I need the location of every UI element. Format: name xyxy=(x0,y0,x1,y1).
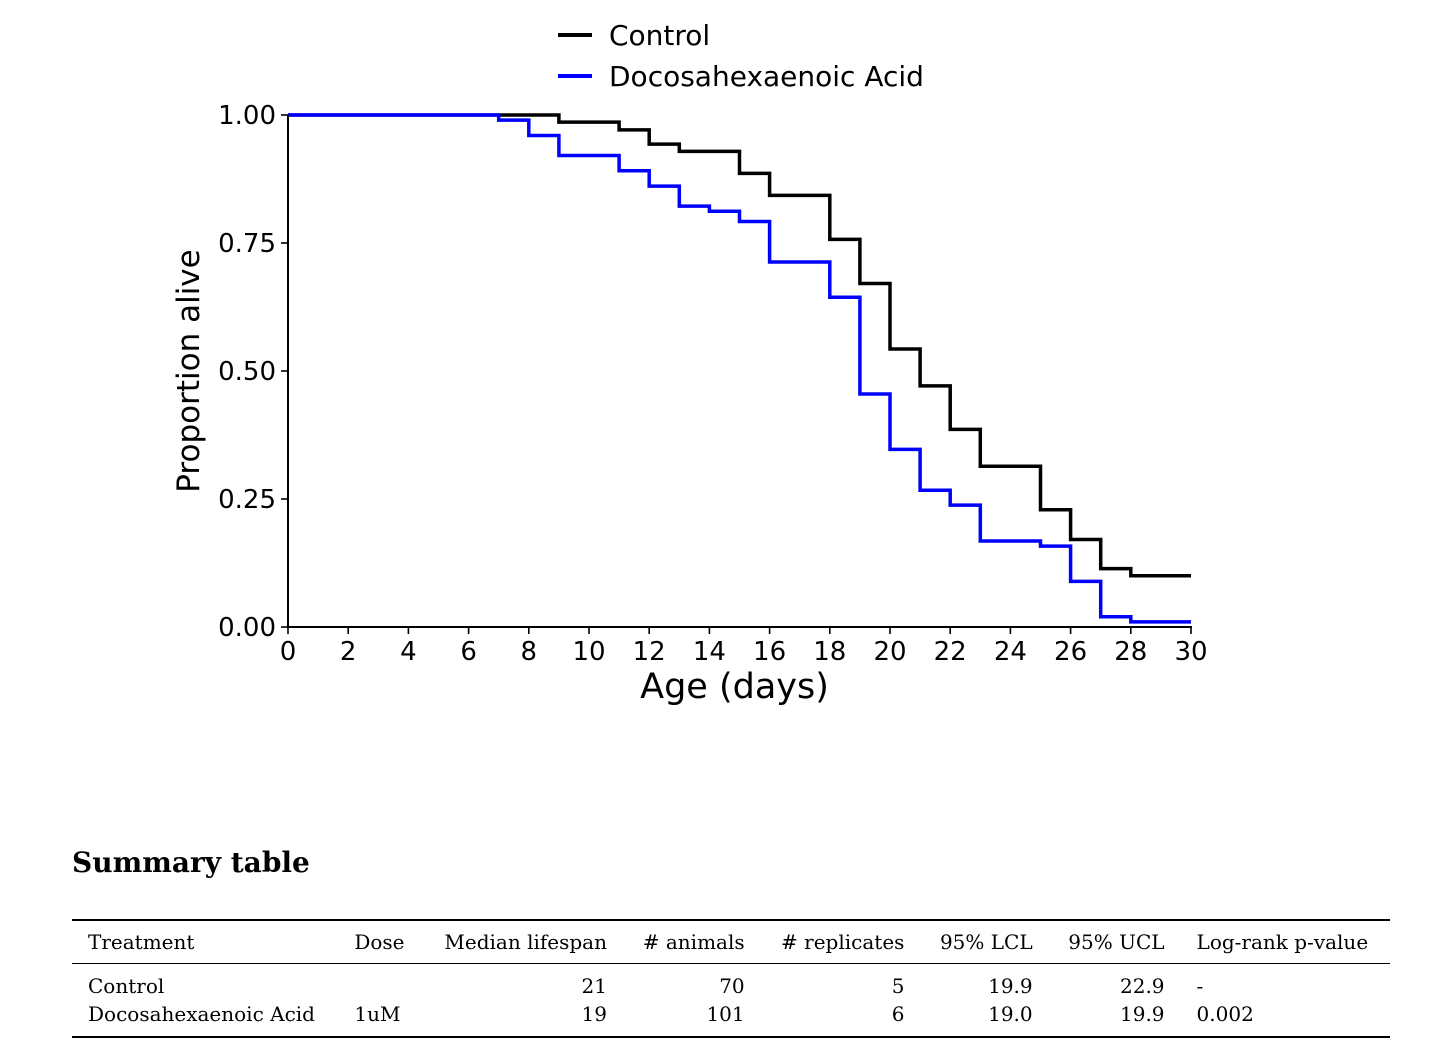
cell-dose: 1uM xyxy=(338,999,423,1038)
header-replicates: # replicates xyxy=(760,919,921,964)
cell-treatment: Control xyxy=(88,973,165,998)
header-p-value: Log-rank p-value xyxy=(1180,919,1390,964)
summary-table-title: Summary table xyxy=(72,846,310,879)
legend-label-1: Docosahexaenoic Acid xyxy=(609,60,924,93)
cell-ucl: 19.9 xyxy=(1048,999,1181,1038)
cell-treatment: Docosahexaenoic Acid xyxy=(72,999,339,1038)
cell-median-lifespan: 19 xyxy=(422,999,623,1038)
y-tick-label: 0.75 xyxy=(218,229,276,259)
x-tick-label: 18 xyxy=(813,637,846,667)
x-tick-label: 24 xyxy=(994,637,1027,667)
x-tick-label: 2 xyxy=(340,637,357,667)
x-tick-label: 4 xyxy=(400,637,417,667)
series-line-0 xyxy=(288,113,1191,578)
header-ucl: 95% UCL xyxy=(1048,919,1181,964)
x-tick-label: 30 xyxy=(1174,637,1207,667)
cell-ucl: 22.9 xyxy=(1120,973,1165,998)
cell-p-value: 0.002 xyxy=(1180,999,1390,1038)
y-tick-label: 0.00 xyxy=(218,613,276,643)
cell-median-lifespan: 21 xyxy=(581,973,607,998)
table-row: Docosahexaenoic Acid 1uM 19 101 6 19.0 1… xyxy=(72,999,1390,1038)
cell-animals: 101 xyxy=(622,999,761,1038)
x-tick-label: 20 xyxy=(873,637,906,667)
x-tick-label: 22 xyxy=(934,637,967,667)
y-tick-label: 1.00 xyxy=(218,101,276,131)
cell-dose xyxy=(338,963,423,1000)
x-tick-label: 0 xyxy=(280,637,297,667)
header-lcl: 95% LCL xyxy=(920,919,1049,964)
x-tick-label: 6 xyxy=(460,637,477,667)
y-tick-label: 0.25 xyxy=(218,485,276,515)
header-animals: # animals xyxy=(622,919,761,964)
legend-label-0: Control xyxy=(609,19,710,52)
x-tick-label: 10 xyxy=(572,637,605,667)
cell-lcl: 19.0 xyxy=(920,999,1049,1038)
cell-replicates: 5 xyxy=(891,973,905,998)
y-axis-label: Proportion alive xyxy=(171,249,207,492)
header-median-lifespan: Median lifespan xyxy=(422,919,623,964)
x-tick-label: 28 xyxy=(1114,637,1147,667)
summary-header-row: Treatment Dose Median lifespan # animals… xyxy=(72,919,1390,964)
survival-chart-svg: 0 2 4 6 8 10 12 14 16 18 20 22 24 26 28 300.000.250.500… xyxy=(171,19,1208,707)
cell-replicates: 6 xyxy=(760,999,921,1038)
x-tick-label: 14 xyxy=(693,637,726,667)
table-row: Control 21 70 5 19.9 22.9 - xyxy=(72,963,1390,1000)
x-axis-label: Age (days) xyxy=(640,667,829,707)
cell-lcl: 19.9 xyxy=(988,973,1033,998)
x-tick-label: 12 xyxy=(633,637,666,667)
series-line-1 xyxy=(288,113,1191,624)
y-tick-label: 0.50 xyxy=(218,357,276,387)
summary-table: Treatment Dose Median lifespan # animals… xyxy=(72,919,1390,1038)
header-treatment: Treatment xyxy=(72,919,339,964)
x-tick-label: 26 xyxy=(1054,637,1087,667)
cell-animals: 70 xyxy=(719,973,745,998)
x-tick-label: 16 xyxy=(753,637,786,667)
survival-chart: 0 2 4 6 8 10 12 14 16 18 20 22 24 26 28 30 0.00 0.25 0.50 0… xyxy=(171,19,1208,707)
header-dose: Dose xyxy=(338,919,423,964)
cell-p-value: - xyxy=(1196,973,1204,998)
x-tick-label: 8 xyxy=(521,637,538,667)
